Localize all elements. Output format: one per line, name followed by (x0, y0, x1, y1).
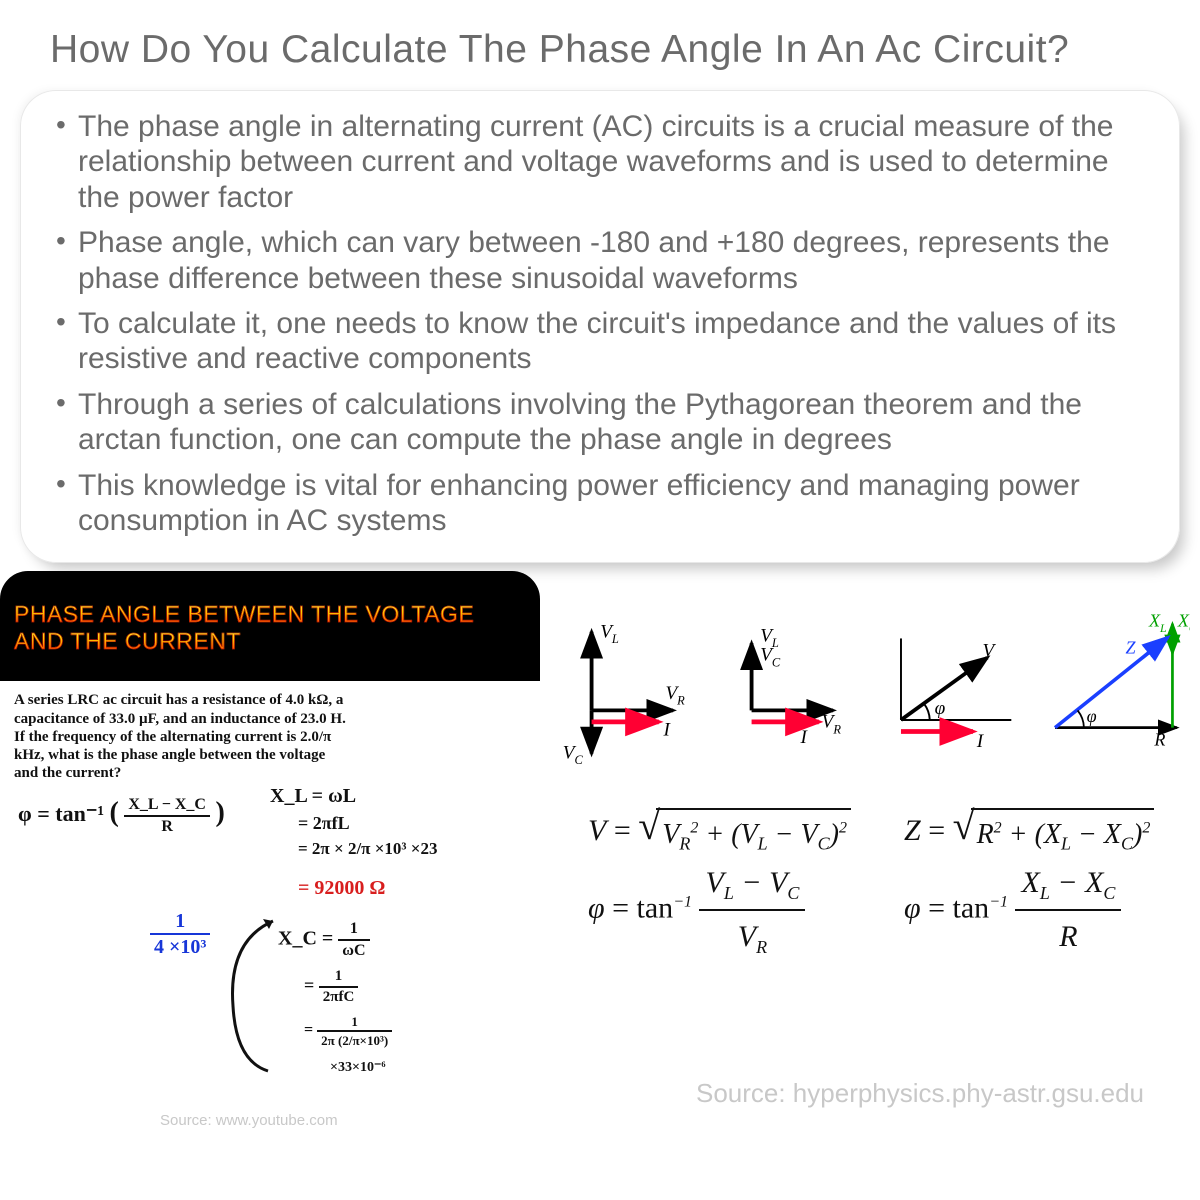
phasor-3: V φ I (877, 601, 1031, 796)
problem-text: A series LRC ac circuit has a resistance… (0, 689, 360, 790)
video-banner: PHASE ANGLE BETWEEN THE VOLTAGE AND THE … (0, 571, 540, 681)
svg-text:I: I (663, 720, 672, 741)
svg-text:VC: VC (563, 743, 584, 768)
summary-list: The phase angle in alternating current (… (54, 104, 1146, 543)
summary-card: The phase angle in alternating current (… (20, 90, 1180, 563)
svg-text:VL: VL (600, 622, 619, 647)
source-left: Source: www.youtube.com (160, 1112, 338, 1129)
images-row: PHASE ANGLE BETWEEN THE VOLTAGE AND THE … (0, 571, 1200, 1131)
xc-line2: = 1 2πfC (304, 969, 358, 1005)
bullet: The phase angle in alternating current (… (54, 104, 1146, 220)
xl-line3: = 2π × 2/π ×10³ ×23 (298, 839, 437, 859)
banner-text: PHASE ANGLE BETWEEN THE VOLTAGE AND THE … (14, 601, 474, 654)
page-title: How Do You Calculate The Phase Angle In … (0, 0, 1200, 90)
xl-line1: X_L = ωL (270, 785, 356, 808)
svg-text:XL: XL (1147, 611, 1166, 635)
bullet: This knowledge is vital for enhancing po… (54, 463, 1146, 544)
phi-formula: φ = tan⁻¹ ( X_L − X_C R ) (18, 797, 225, 835)
svg-text:V: V (983, 641, 997, 662)
blue-frac: 1 4 ×10³ (150, 911, 210, 957)
svg-text:XC: XC (1176, 611, 1190, 635)
left-image: PHASE ANGLE BETWEEN THE VOLTAGE AND THE … (0, 571, 540, 1131)
bullet: Through a series of calculations involvi… (54, 382, 1146, 463)
phasor-4: Z XL XC φ R (1037, 601, 1191, 796)
handwritten-work: φ = tan⁻¹ ( X_L − X_C R ) X_L = ωL = 2πf… (0, 791, 540, 1111)
bullet: To calculate it, one needs to know the c… (54, 301, 1146, 382)
xl-result: = 92000 Ω (298, 877, 385, 900)
svg-text:I: I (799, 727, 808, 748)
right-image: VL VR VC I VL VC VR I (540, 571, 1200, 1131)
eq-phi-z: φ = tan−1 XL − XC R (904, 859, 1190, 962)
xc-line1: X_C = 1 ωC (278, 921, 370, 959)
xc-line3: = 1 2π (2/π×10³) (304, 1015, 392, 1047)
xl-line2: = 2πfL (298, 813, 350, 834)
svg-text:Z: Z (1125, 638, 1136, 658)
svg-text:φ: φ (935, 699, 946, 720)
svg-text:VR: VR (665, 683, 685, 708)
svg-text:I: I (976, 731, 985, 752)
eq-phi-v: φ = tan−1 VL − VC VR (588, 859, 874, 963)
equations: V = √ VR2 + (VL − VC)2 φ = tan−1 VL − VC… (558, 787, 1190, 962)
svg-text:R: R (1153, 730, 1165, 750)
bullet: Phase angle, which can vary between -180… (54, 220, 1146, 301)
source-right: Source: hyperphysics.phy-astr.gsu.edu (660, 1078, 1180, 1109)
phasor-row: VL VR VC I VL VC VR I (558, 577, 1190, 787)
eq-v: V = √ VR2 + (VL − VC)2 (588, 807, 874, 858)
svg-text:φ: φ (1086, 706, 1096, 726)
eq-z: Z = √ R2 + (XL − XC)2 (904, 807, 1190, 858)
arrow-icon (218, 911, 288, 1081)
phasor-2: VL VC VR I (718, 601, 872, 796)
phasor-1: VL VR VC I (558, 601, 712, 796)
xc-tail: ×33×10⁻⁶ (330, 1059, 386, 1076)
svg-text:VR: VR (821, 712, 841, 737)
